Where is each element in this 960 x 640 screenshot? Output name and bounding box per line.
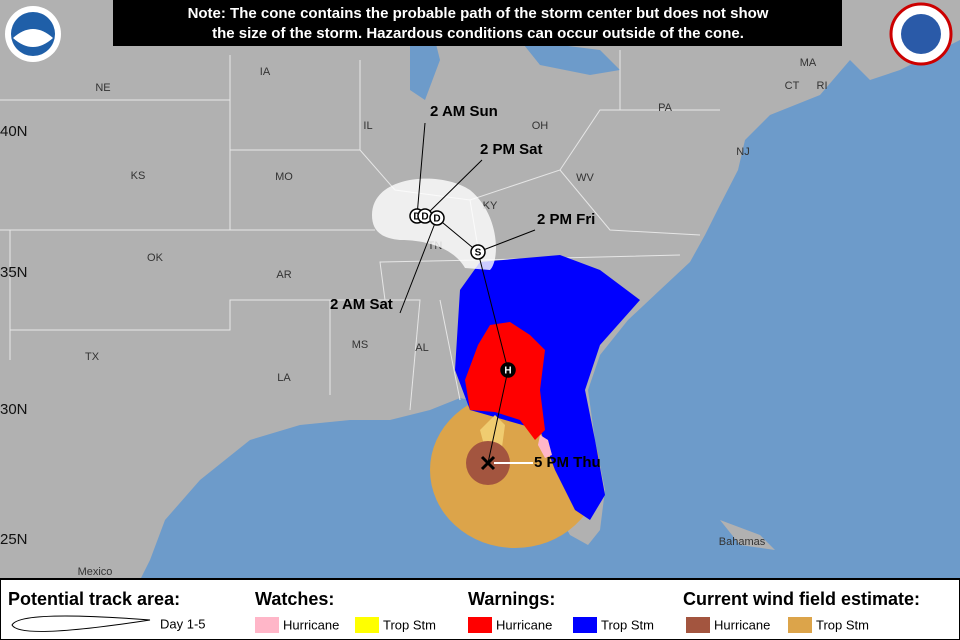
track-symbol: S bbox=[475, 248, 482, 259]
leader-line bbox=[477, 229, 536, 253]
state-label: MO bbox=[275, 171, 293, 183]
leader-line bbox=[399, 217, 438, 314]
hurricane-watch bbox=[538, 435, 552, 458]
trop-storm-warning bbox=[455, 255, 640, 520]
note-line: the size of the storm. Hazardous conditi… bbox=[212, 25, 744, 42]
legend-item: Trop Stm bbox=[601, 617, 654, 632]
track-point bbox=[429, 210, 445, 226]
state-label: MA bbox=[800, 57, 817, 69]
place-label: Mexico bbox=[78, 566, 113, 578]
state-label: NE bbox=[95, 82, 110, 94]
legend-title: Potential track area: bbox=[8, 589, 180, 609]
latitude-label: 35N bbox=[0, 264, 28, 281]
state-label: KY bbox=[483, 200, 498, 212]
legend-item: Trop Stm bbox=[383, 617, 436, 632]
island bbox=[720, 520, 775, 550]
latitude-label: 40N bbox=[0, 123, 28, 140]
track-symbol: D bbox=[421, 212, 428, 223]
state-label: NJ bbox=[736, 146, 749, 158]
noaa-logo bbox=[5, 6, 61, 62]
swatch bbox=[468, 617, 492, 633]
legend-title: Watches: bbox=[255, 589, 334, 609]
state-label: TX bbox=[85, 351, 100, 363]
note-banner bbox=[113, 0, 842, 46]
track-label: 2 PM Sat bbox=[480, 141, 543, 158]
state-label: MS bbox=[352, 339, 369, 351]
track-label: 5 PM Thu bbox=[534, 454, 601, 471]
swatch bbox=[686, 617, 710, 633]
place-label: Bahamas bbox=[719, 536, 766, 548]
track-symbol: D bbox=[413, 212, 420, 223]
state-label: KS bbox=[131, 170, 146, 182]
leader-line bbox=[424, 159, 483, 217]
track-label: 2 AM Sun bbox=[430, 103, 498, 120]
legend-item: Hurricane bbox=[283, 617, 339, 632]
legend-item: Day 1-5 bbox=[160, 616, 206, 631]
place-labels: Mexico Bahamas bbox=[78, 536, 766, 578]
state-labels: NEIAILOHPAMACTRINJKSMOKYWVTNOKARSCMSALGA… bbox=[85, 57, 828, 384]
track-point bbox=[470, 244, 486, 260]
state-label: AL bbox=[415, 342, 428, 354]
state-label: OH bbox=[532, 120, 549, 132]
state-label: PA bbox=[658, 102, 673, 114]
legend-item: Hurricane bbox=[714, 617, 770, 632]
legend-title: Warnings: bbox=[468, 589, 555, 609]
legend-title: Current wind field estimate: bbox=[683, 589, 920, 609]
note-line: Note: The cone contains the probable pat… bbox=[188, 5, 769, 22]
lake bbox=[520, 40, 620, 75]
track-symbol: D bbox=[433, 214, 440, 225]
track-label: 2 AM Sat bbox=[330, 296, 393, 313]
cone-swatch bbox=[11, 615, 151, 632]
state-label: LA bbox=[277, 372, 291, 384]
land bbox=[0, 0, 860, 580]
swatch bbox=[355, 617, 379, 633]
leader-line bbox=[416, 122, 426, 217]
track: 2 AM Sun D 2 PM Sat D 2 AM Sat D 2 PM Fri S H 5 P… bbox=[330, 103, 601, 471]
legend-item: Hurricane bbox=[496, 617, 552, 632]
state-label: RI bbox=[817, 80, 828, 92]
state-label: AR bbox=[276, 269, 291, 281]
state-label: WV bbox=[576, 172, 594, 184]
track-point bbox=[500, 362, 516, 378]
track-label: 2 PM Fri bbox=[537, 211, 595, 228]
swatch bbox=[573, 617, 597, 633]
state-label: CT bbox=[785, 80, 800, 92]
legend-item: Trop Stm bbox=[816, 617, 869, 632]
hurricane-warning bbox=[465, 322, 545, 440]
swatch bbox=[788, 617, 812, 633]
state-label: IA bbox=[260, 66, 271, 78]
state-borders bbox=[0, 50, 720, 411]
nws-logo bbox=[889, 2, 953, 66]
state-label: IL bbox=[363, 120, 372, 132]
swatch bbox=[255, 617, 279, 633]
latitude-label: 25N bbox=[0, 531, 28, 548]
track-symbol: H bbox=[504, 366, 511, 377]
latitude-label: 30N bbox=[0, 401, 28, 418]
state-label: OK bbox=[147, 252, 164, 264]
latitude-labels: 40N 35N 30N 25N bbox=[0, 123, 28, 548]
